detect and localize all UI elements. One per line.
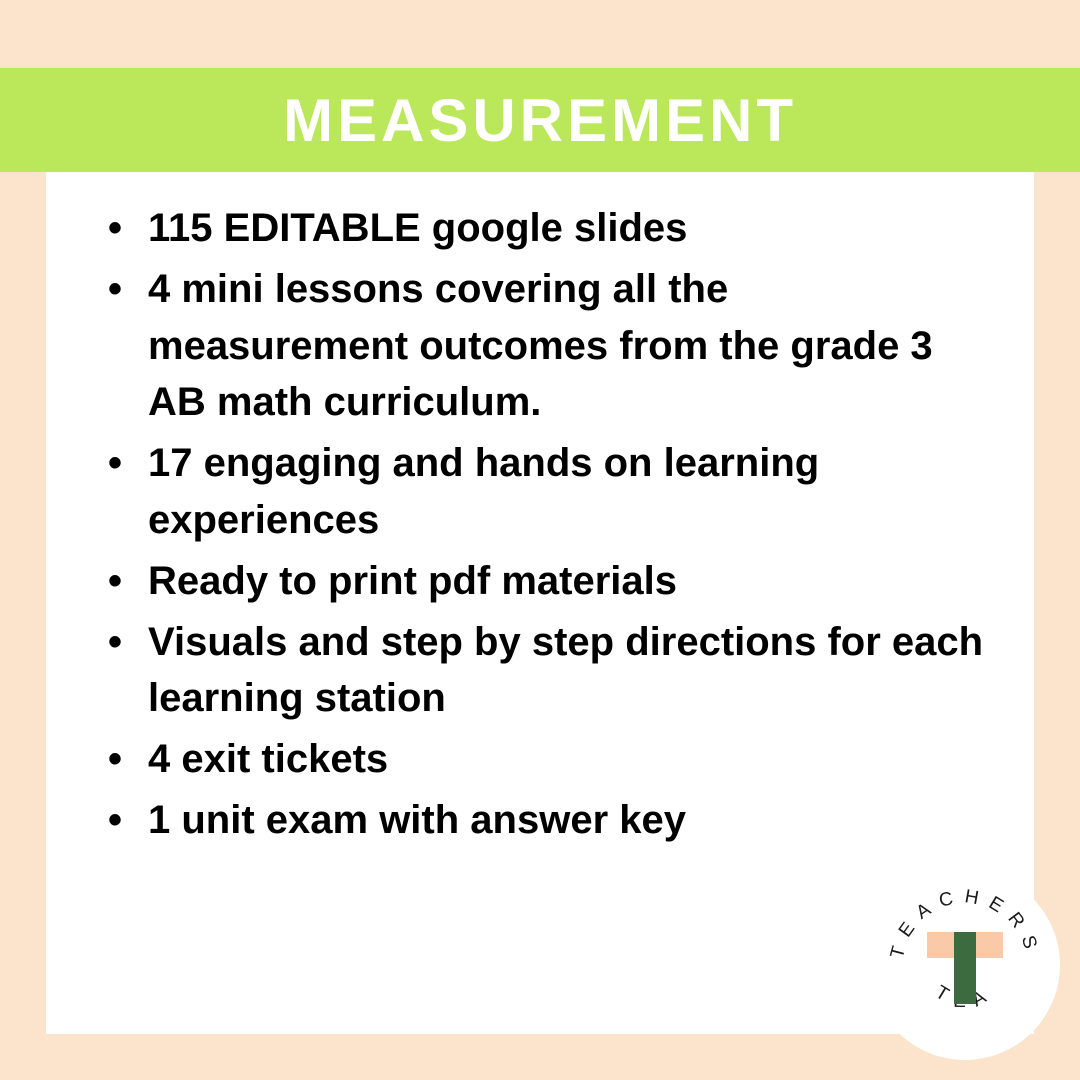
logo-svg: TEACHERS TEA (870, 870, 1060, 1060)
list-item: 4 exit tickets (102, 731, 994, 788)
brand-logo: TEACHERS TEA (870, 870, 1060, 1060)
list-item: Ready to print pdf materials (102, 553, 994, 610)
list-item: 17 engaging and hands on learning experi… (102, 435, 994, 549)
list-item: 115 EDITABLE google slides (102, 200, 994, 257)
list-item: 4 mini lessons covering all the measurem… (102, 261, 994, 431)
page-title: MEASUREMENT (283, 86, 797, 155)
list-item: Visuals and step by step directions for … (102, 614, 994, 728)
header-band: MEASUREMENT (0, 68, 1080, 172)
feature-list: 115 EDITABLE google slides 4 mini lesson… (102, 200, 994, 849)
list-item: 1 unit exam with answer key (102, 792, 994, 849)
